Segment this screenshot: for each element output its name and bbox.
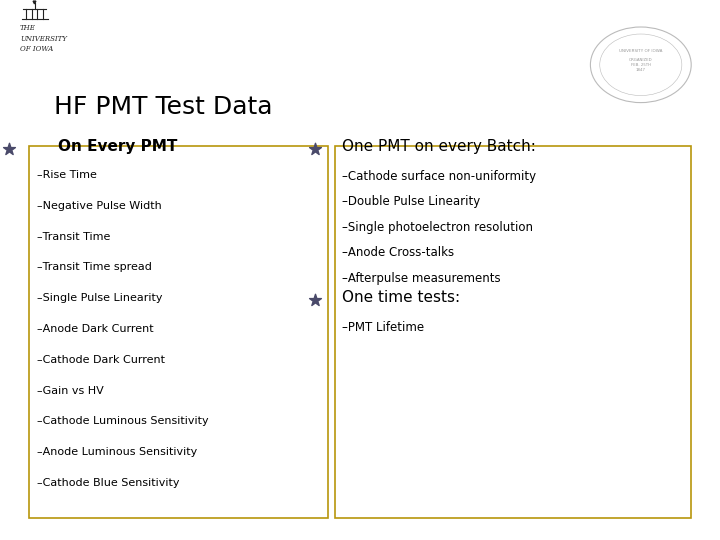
Text: –Cathode surface non-uniformity: –Cathode surface non-uniformity <box>342 170 536 183</box>
Point <box>309 144 320 153</box>
Text: –Afterpulse measurements: –Afterpulse measurements <box>342 272 500 285</box>
Text: –Single photoelectron resolution: –Single photoelectron resolution <box>342 221 533 234</box>
Text: –Negative Pulse Width: –Negative Pulse Width <box>37 201 162 211</box>
Text: –Cathode Dark Current: –Cathode Dark Current <box>37 355 166 365</box>
Text: THE
UNIVERSITY
OF IOWA: THE UNIVERSITY OF IOWA <box>20 24 67 53</box>
Point <box>309 295 320 304</box>
Text: –PMT Lifetime: –PMT Lifetime <box>342 321 424 334</box>
Text: One time tests:: One time tests: <box>342 290 460 305</box>
Text: –Double Pulse Linearity: –Double Pulse Linearity <box>342 195 480 208</box>
Text: –Cathode Blue Sensitivity: –Cathode Blue Sensitivity <box>37 478 180 488</box>
Text: UNIVERSITY OF IOWA: UNIVERSITY OF IOWA <box>619 49 662 53</box>
FancyBboxPatch shape <box>29 146 328 518</box>
Text: –Cathode Luminous Sensitivity: –Cathode Luminous Sensitivity <box>37 416 209 427</box>
Text: –Transit Time: –Transit Time <box>37 232 111 242</box>
FancyBboxPatch shape <box>335 146 691 518</box>
Text: –Rise Time: –Rise Time <box>37 170 97 180</box>
Text: –Anode Cross-talks: –Anode Cross-talks <box>342 246 454 259</box>
Text: –Gain vs HV: –Gain vs HV <box>37 386 104 396</box>
Text: On Every PMT: On Every PMT <box>58 139 177 154</box>
Text: –Anode Luminous Sensitivity: –Anode Luminous Sensitivity <box>37 447 198 457</box>
Text: One PMT on every Batch:: One PMT on every Batch: <box>342 139 536 154</box>
Text: –Anode Dark Current: –Anode Dark Current <box>37 324 154 334</box>
Text: HF PMT Test Data: HF PMT Test Data <box>54 95 272 119</box>
Text: ORGANIZED
FEB. 25TH
1847: ORGANIZED FEB. 25TH 1847 <box>629 58 652 72</box>
Text: –Transit Time spread: –Transit Time spread <box>37 262 153 273</box>
Point <box>3 144 14 153</box>
Text: –Single Pulse Linearity: –Single Pulse Linearity <box>37 293 163 303</box>
